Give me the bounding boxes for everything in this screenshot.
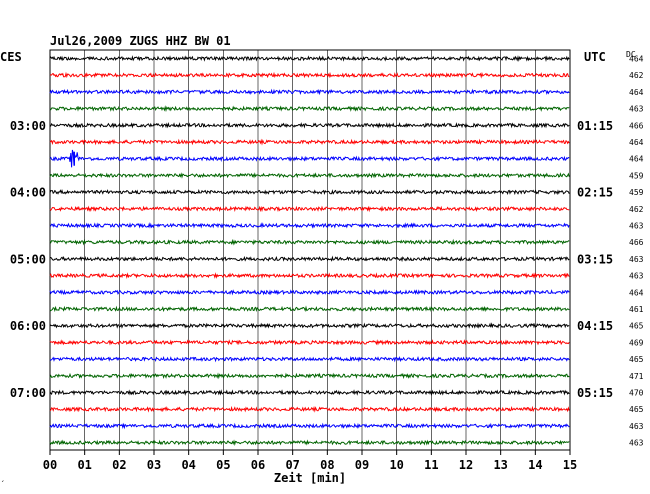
x-tick-label: 06 [251, 458, 265, 472]
plot-frame [49, 49, 571, 451]
seismic-trace [49, 172, 570, 179]
dc-offset-label: 463 [629, 222, 644, 231]
chart-title: Jul26,2009 ZUGS HHZ BW 01 [50, 34, 231, 48]
dc-offset-label: 462 [629, 205, 644, 214]
seismic-trace [49, 105, 570, 113]
dc-offset-label: 464 [629, 155, 644, 164]
seismic-trace [49, 122, 570, 129]
left-timezone-label: CES [0, 50, 22, 64]
x-tick-label: 15 [563, 458, 577, 472]
left-hour-label: 05:00 [10, 252, 46, 266]
dc-offset-label: 464 [629, 138, 644, 147]
seismic-trace [49, 289, 570, 296]
seismic-trace [49, 439, 570, 446]
seismic-traces [49, 55, 570, 446]
seismic-trace [49, 405, 570, 413]
dc-offset-label: 463 [629, 439, 644, 448]
dc-offset-label: 465 [629, 355, 644, 364]
dc-offset-label: 465 [629, 322, 644, 331]
x-tick-label: 00 [43, 458, 57, 472]
x-tick-label: 05 [216, 458, 230, 472]
seismic-trace [49, 222, 570, 229]
x-tick-label: 03 [147, 458, 161, 472]
seismic-trace [49, 255, 570, 263]
footnote-mark: ´ [0, 479, 5, 489]
dc-offset-label: 466 [629, 238, 644, 247]
dc-header-label: DC [626, 50, 636, 59]
right-timezone-label: UTC [584, 50, 606, 64]
seismic-trace [49, 339, 570, 346]
seismic-trace [49, 205, 570, 213]
trace-labels: 03:00 04:00 05:00 06:00 07:00 01:15 02:15 03:15… [10, 55, 644, 448]
dc-offset-label: 459 [629, 188, 644, 197]
dc-offset-label: 466 [629, 121, 644, 130]
right-hour-label: 03:15 [577, 252, 613, 266]
dc-offset-label: 464 [629, 88, 644, 97]
dc-offset-label: 470 [629, 389, 644, 398]
dc-offset-label: 465 [629, 405, 644, 414]
seismic-trace [49, 71, 570, 79]
seismic-trace [49, 389, 570, 396]
x-tick-label: 10 [389, 458, 403, 472]
x-tick-label: 07 [285, 458, 299, 472]
left-hour-label: 06:00 [10, 319, 46, 333]
dc-offset-label: 463 [629, 422, 644, 431]
seismic-trace [49, 355, 570, 363]
dc-offset-label: 464 [629, 55, 644, 64]
seismic-trace [49, 372, 570, 380]
right-hour-label: 04:15 [577, 319, 613, 333]
dc-offset-label: 471 [629, 372, 644, 381]
seismic-trace [49, 305, 570, 313]
seismic-trace [49, 422, 570, 430]
seismic-trace [49, 188, 570, 196]
x-tick-label: 14 [528, 458, 542, 472]
x-tick-label: 11 [424, 458, 438, 472]
x-tick-label: 12 [459, 458, 473, 472]
dc-offset-label: 463 [629, 255, 644, 264]
x-tick-label: 01 [77, 458, 91, 472]
x-tick-label: 02 [112, 458, 126, 472]
seismic-trace [49, 88, 570, 96]
x-axis-ticks: 00 01 02 03 04 05 06 07 08 09 10 11 12 13 14 15 [43, 450, 577, 472]
dc-offset-label: 463 [629, 105, 644, 114]
left-hour-label: 07:00 [10, 386, 46, 400]
right-hour-label: 02:15 [577, 186, 613, 200]
seismic-trace [49, 272, 570, 280]
x-axis-label: Zeit [min] [274, 471, 346, 485]
right-hour-label: 01:15 [577, 119, 613, 133]
dc-offset-label: 462 [629, 71, 644, 80]
grid-lines [84, 50, 536, 450]
seismic-trace [49, 322, 570, 330]
x-tick-label: 13 [493, 458, 507, 472]
seismic-trace [49, 149, 570, 168]
seismic-trace [49, 55, 570, 62]
dc-offset-label: 461 [629, 305, 644, 314]
dc-offset-label: 459 [629, 171, 644, 180]
dc-offset-label: 464 [629, 288, 644, 297]
left-hour-label: 04:00 [10, 186, 46, 200]
seismic-trace [49, 238, 570, 246]
x-tick-label: 04 [181, 458, 195, 472]
left-hour-label: 03:00 [10, 119, 46, 133]
x-tick-label: 08 [320, 458, 334, 472]
seismic-trace [49, 138, 570, 146]
dc-offset-label: 469 [629, 338, 644, 347]
dc-offset-label: 463 [629, 272, 644, 281]
x-tick-label: 09 [355, 458, 369, 472]
right-hour-label: 05:15 [577, 386, 613, 400]
